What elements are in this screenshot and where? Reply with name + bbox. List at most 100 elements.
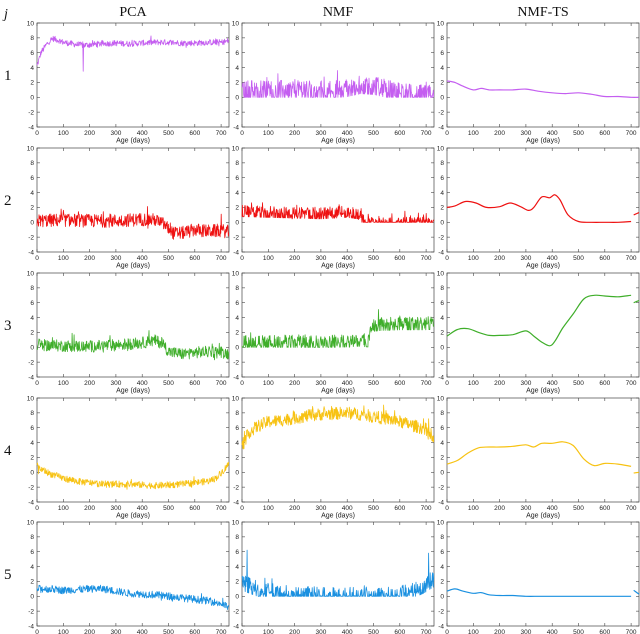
y-tick-label: 8 bbox=[235, 534, 239, 541]
y-tick-label: 2 bbox=[235, 330, 239, 337]
x-tick-label: 100 bbox=[58, 130, 69, 137]
x-tick-label: 600 bbox=[394, 255, 405, 262]
x-tick-label: 200 bbox=[84, 130, 95, 137]
y-tick-label: 4 bbox=[440, 315, 444, 322]
x-axis-label: Age (days) bbox=[321, 388, 355, 395]
x-tick-label: 100 bbox=[58, 629, 69, 634]
y-tick-label: 4 bbox=[235, 65, 239, 72]
y-tick-label: 2 bbox=[440, 330, 444, 337]
x-tick-label: 400 bbox=[547, 380, 558, 387]
x-tick-label: 300 bbox=[110, 629, 121, 634]
x-tick-label: 200 bbox=[289, 629, 300, 634]
x-axis-label: Age (days) bbox=[526, 513, 560, 520]
x-tick-label: 500 bbox=[368, 255, 379, 262]
y-tick-label: -4 bbox=[28, 623, 34, 630]
series-line bbox=[241, 309, 435, 348]
x-tick-label: 700 bbox=[626, 505, 637, 512]
x-tick-label: 700 bbox=[216, 505, 227, 512]
y-tick-label: 8 bbox=[235, 410, 239, 417]
y-tick-label: 6 bbox=[440, 549, 444, 556]
x-tick-label: 200 bbox=[494, 130, 505, 137]
x-axis-label: Age (days) bbox=[321, 138, 355, 145]
series-line bbox=[36, 35, 230, 72]
series-line bbox=[633, 471, 640, 474]
series-line bbox=[633, 589, 640, 595]
y-tick-label: 10 bbox=[232, 20, 240, 27]
x-tick-label: 600 bbox=[189, 255, 200, 262]
x-tick-label: 100 bbox=[468, 255, 479, 262]
y-tick-label: -4 bbox=[438, 124, 444, 131]
x-tick-label: 600 bbox=[599, 130, 610, 137]
x-tick-label: 100 bbox=[263, 255, 274, 262]
series-line bbox=[446, 441, 632, 467]
y-tick-label: 0 bbox=[235, 95, 239, 102]
y-tick-label: -4 bbox=[438, 249, 444, 256]
x-tick-label: 700 bbox=[421, 505, 432, 512]
y-tick-label: -2 bbox=[28, 359, 34, 366]
x-tick-label: 200 bbox=[84, 629, 95, 634]
y-tick-label: 0 bbox=[30, 95, 34, 102]
x-tick-label: 0 bbox=[35, 380, 39, 387]
y-tick-label: 0 bbox=[30, 470, 34, 477]
x-tick-label: 600 bbox=[599, 255, 610, 262]
y-tick-label: 8 bbox=[235, 285, 239, 292]
x-tick-label: 400 bbox=[342, 505, 353, 512]
y-tick-label: 0 bbox=[440, 594, 444, 601]
series-line bbox=[446, 294, 632, 347]
y-tick-label: 6 bbox=[30, 425, 34, 432]
y-tick-label: -2 bbox=[233, 484, 239, 491]
y-tick-label: 6 bbox=[30, 549, 34, 556]
x-tick-label: 300 bbox=[315, 505, 326, 512]
y-tick-label: 0 bbox=[235, 594, 239, 601]
y-tick-label: 0 bbox=[30, 220, 34, 227]
x-tick-label: 700 bbox=[626, 255, 637, 262]
x-tick-label: 600 bbox=[189, 505, 200, 512]
y-tick-label: 0 bbox=[440, 345, 444, 352]
row-label: 1 bbox=[4, 68, 12, 84]
x-tick-label: 400 bbox=[342, 629, 353, 634]
series-line bbox=[241, 70, 435, 98]
column-title: PCA bbox=[119, 5, 147, 20]
y-tick-label: 10 bbox=[232, 519, 240, 526]
x-tick-label: 0 bbox=[240, 505, 244, 512]
y-tick-label: -2 bbox=[28, 234, 34, 241]
series-line bbox=[241, 404, 435, 450]
row-label: 2 bbox=[4, 193, 12, 209]
x-tick-label: 300 bbox=[315, 255, 326, 262]
x-tick-label: 0 bbox=[240, 629, 244, 634]
series-line bbox=[241, 549, 435, 597]
x-axis-label: Age (days) bbox=[116, 263, 150, 270]
x-tick-label: 500 bbox=[368, 380, 379, 387]
y-tick-label: 0 bbox=[30, 345, 34, 352]
y-tick-label: 6 bbox=[235, 300, 239, 307]
plot-frame bbox=[241, 272, 435, 378]
y-tick-label: 8 bbox=[30, 35, 34, 42]
y-tick-label: 2 bbox=[440, 205, 444, 212]
y-tick-label: 4 bbox=[440, 440, 444, 447]
x-tick-label: 600 bbox=[189, 130, 200, 137]
plot-frame bbox=[446, 22, 640, 128]
x-tick-label: 500 bbox=[573, 505, 584, 512]
plot-frame bbox=[446, 272, 640, 378]
y-tick-label: 8 bbox=[440, 35, 444, 42]
x-tick-label: 0 bbox=[445, 505, 449, 512]
y-tick-label: 0 bbox=[30, 594, 34, 601]
x-tick-label: 700 bbox=[626, 380, 637, 387]
plot-frame bbox=[36, 397, 230, 503]
row-label: 5 bbox=[4, 567, 12, 583]
x-tick-label: 400 bbox=[137, 130, 148, 137]
y-tick-label: 6 bbox=[30, 300, 34, 307]
y-tick-label: 4 bbox=[30, 564, 34, 571]
x-tick-label: 0 bbox=[35, 629, 39, 634]
x-tick-label: 200 bbox=[494, 629, 505, 634]
plot-frame bbox=[446, 521, 640, 627]
y-tick-label: 2 bbox=[30, 455, 34, 462]
column-title: NMF-TS bbox=[517, 5, 568, 20]
y-tick-label: 6 bbox=[440, 300, 444, 307]
x-tick-label: 300 bbox=[520, 380, 531, 387]
